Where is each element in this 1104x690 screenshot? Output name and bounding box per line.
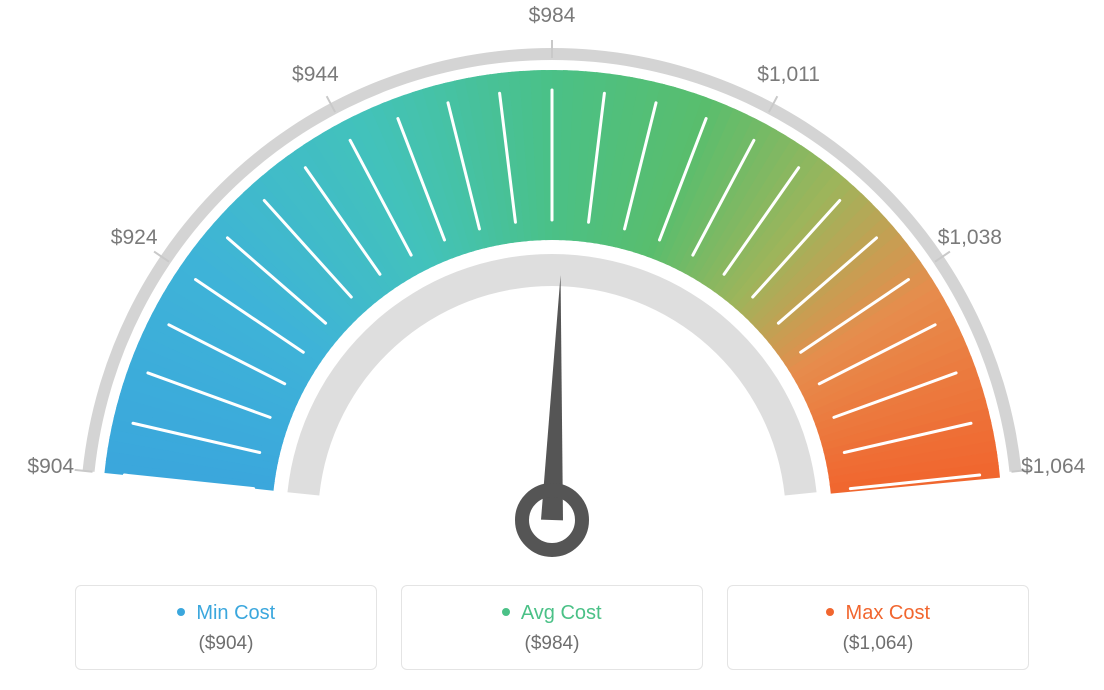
legend-title-text: Avg Cost [521, 602, 602, 624]
legend-value-avg: ($984) [402, 633, 702, 655]
legend-title-max: Max Cost [728, 602, 1028, 625]
legend-title-min: Min Cost [76, 602, 376, 625]
legend-title-text: Max Cost [846, 602, 930, 624]
gauge-scale-label: $904 [27, 455, 74, 479]
legend-card-avg: Avg Cost ($984) [401, 585, 703, 670]
gauge-scale-label: $1,064 [1021, 455, 1085, 479]
dot-icon [177, 608, 185, 616]
gauge-scale-label: $944 [292, 63, 339, 87]
legend-card-min: Min Cost ($904) [75, 585, 377, 670]
legend-value-min: ($904) [76, 633, 376, 655]
legend-title-avg: Avg Cost [402, 602, 702, 625]
legend-row: Min Cost ($904) Avg Cost ($984) Max Cost… [0, 585, 1104, 670]
cost-gauge-widget: $904 $924 $944 $984 $1,011 $1,038 $1,064 Min C… [0, 0, 1104, 690]
gauge-scale-label: $1,038 [938, 226, 1002, 250]
gauge-svg [0, 0, 1104, 570]
dot-icon [502, 608, 510, 616]
legend-value-max: ($1,064) [728, 633, 1028, 655]
legend-title-text: Min Cost [196, 602, 275, 624]
gauge-scale-label: $1,011 [757, 63, 820, 87]
gauge-area: $904 $924 $944 $984 $1,011 $1,038 $1,064 [0, 0, 1104, 570]
gauge-scale-label: $984 [529, 4, 576, 28]
dot-icon [826, 608, 834, 616]
legend-card-max: Max Cost ($1,064) [727, 585, 1029, 670]
gauge-scale-label: $924 [111, 226, 158, 250]
